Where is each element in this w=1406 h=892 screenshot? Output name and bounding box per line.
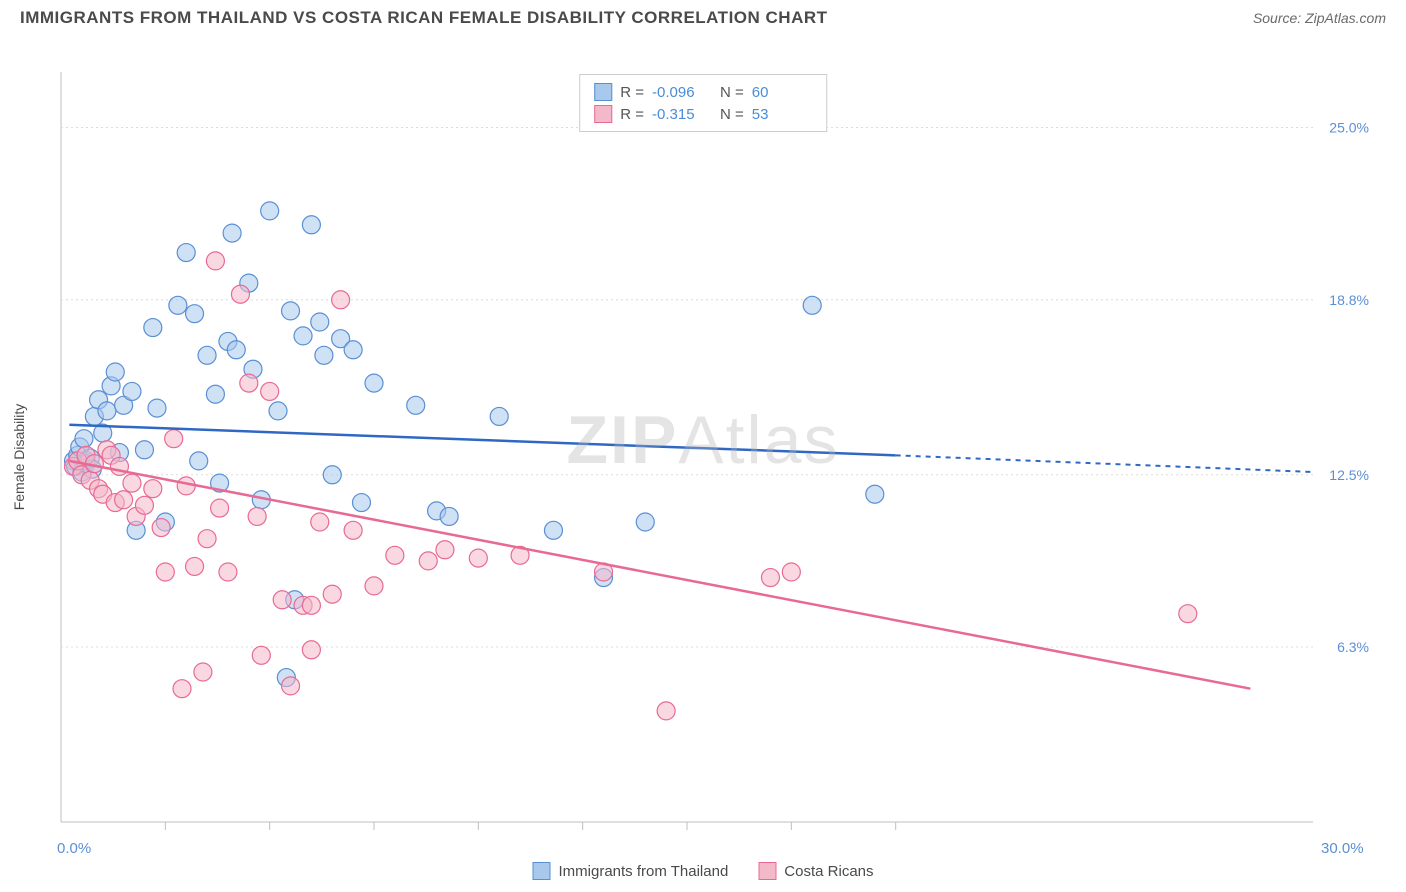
svg-text:18.8%: 18.8% (1329, 292, 1369, 308)
stats-row-series-2: R = -0.315 N = 53 (594, 103, 812, 125)
chart-container: Female Disability 6.3%12.5%18.8%25.0% ZI… (13, 32, 1393, 882)
source-attribution: Source: ZipAtlas.com (1253, 10, 1386, 26)
chart-title: IMMIGRANTS FROM THAILAND VS COSTA RICAN … (20, 8, 828, 28)
stats-row-series-1: R = -0.096 N = 60 (594, 81, 812, 103)
stats-legend: R = -0.096 N = 60 R = -0.315 N = 53 (579, 74, 827, 132)
series-2-swatch-icon (758, 862, 776, 880)
series-1-swatch-icon (533, 862, 551, 880)
y-axis-label: Female Disability (11, 404, 27, 511)
series-2-swatch (594, 105, 612, 123)
svg-text:25.0%: 25.0% (1329, 120, 1369, 136)
x-axis-end-label: 30.0% (1321, 840, 1364, 857)
svg-text:6.3%: 6.3% (1337, 639, 1369, 655)
legend-item-series-2: Costa Ricans (758, 862, 873, 880)
series-legend: Immigrants from Thailand Costa Ricans (533, 862, 874, 880)
svg-text:12.5%: 12.5% (1329, 467, 1369, 483)
series-1-swatch (594, 83, 612, 101)
scatter-chart: 6.3% 12.5% 18.8% 25.0% (13, 32, 1393, 852)
legend-item-series-1: Immigrants from Thailand (533, 862, 729, 880)
x-axis-start-label: 0.0% (57, 840, 91, 857)
chart-header: IMMIGRANTS FROM THAILAND VS COSTA RICAN … (0, 0, 1406, 32)
